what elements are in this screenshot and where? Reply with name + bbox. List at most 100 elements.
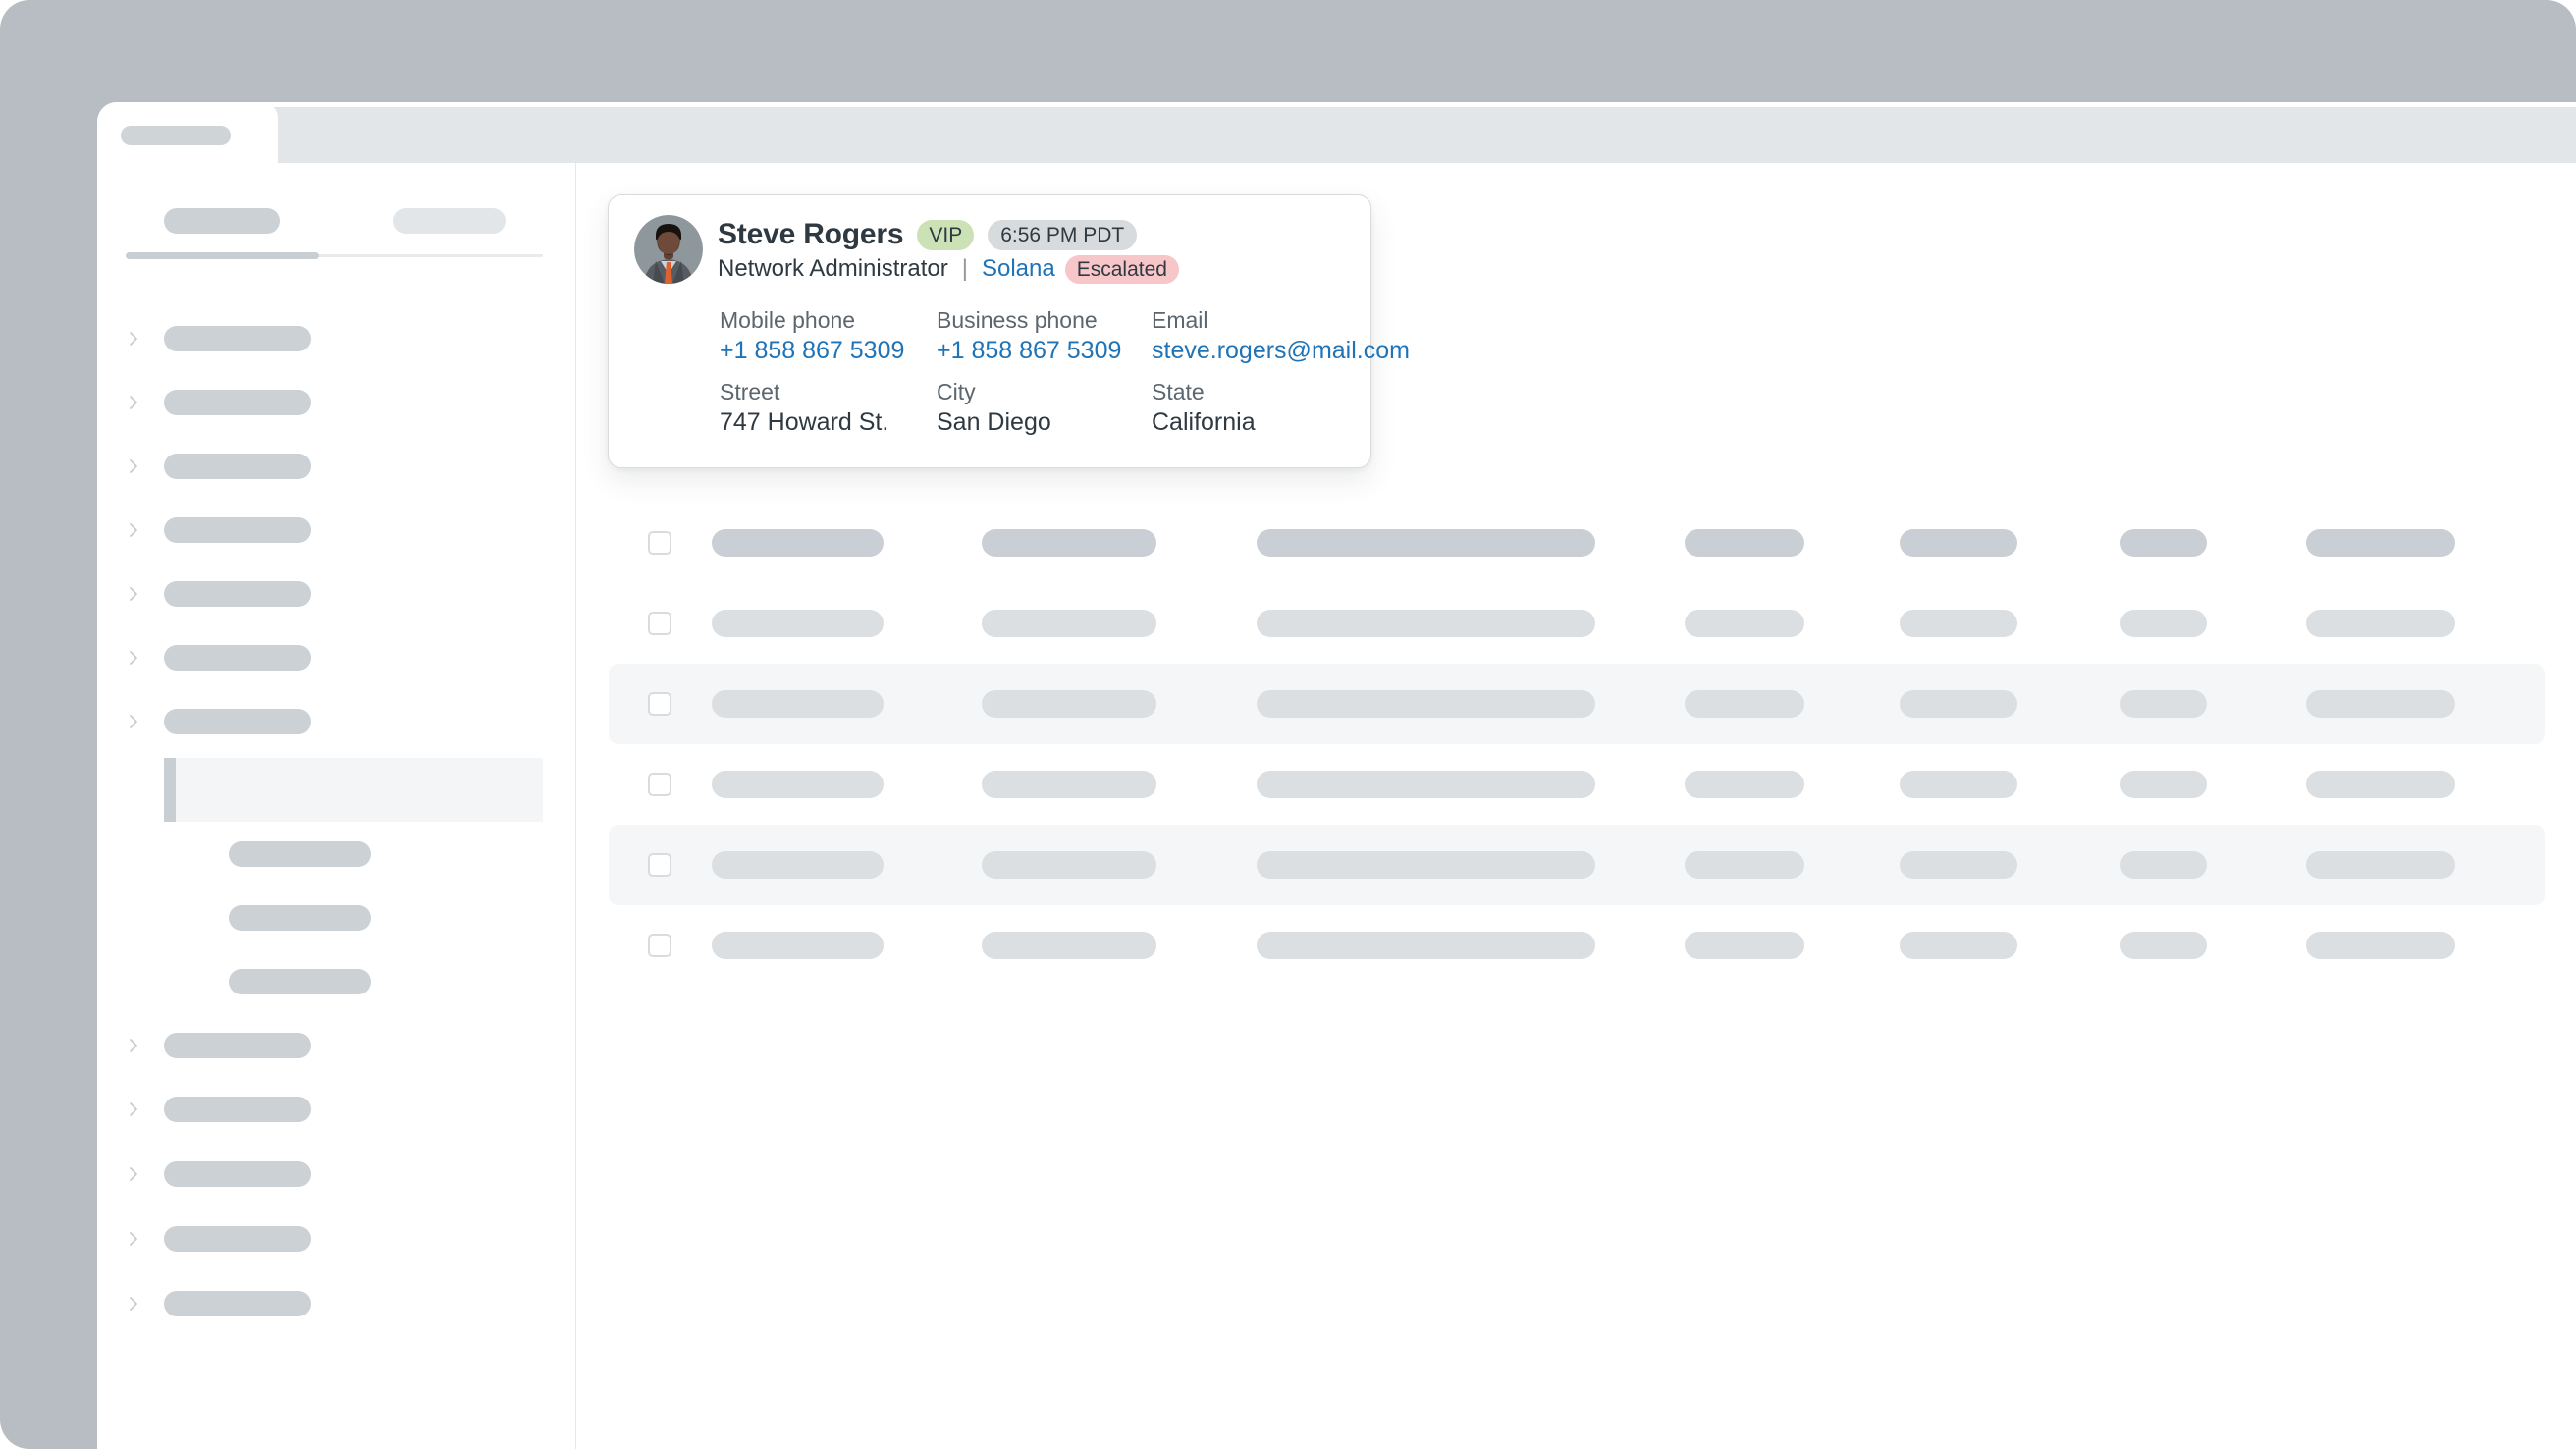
cell-placeholder [2306, 529, 2455, 557]
cell-placeholder [712, 771, 884, 798]
cell-placeholder [712, 851, 884, 879]
sidebar-item-selected[interactable] [164, 758, 543, 822]
sidebar-item-placeholder [164, 326, 311, 351]
cell-placeholder [712, 529, 884, 557]
field-email: Email steve.rogers@mail.com [1152, 306, 1410, 365]
sidebar-subitem[interactable] [229, 841, 371, 867]
sidebar [97, 163, 576, 1449]
job-title: Network Administrator [718, 255, 948, 282]
sidebar-item[interactable] [97, 326, 575, 351]
sidebar-item-placeholder [164, 709, 311, 734]
contact-header: Steve Rogers VIP 6:56 PM PDT [718, 217, 1138, 252]
organization-link[interactable]: Solana [981, 255, 1055, 282]
chevron-right-icon [126, 714, 141, 729]
cell-placeholder [1685, 690, 1804, 718]
contact-name: Steve Rogers [718, 218, 904, 250]
vip-badge: VIP [917, 219, 975, 250]
sidebar-subitem[interactable] [229, 969, 371, 994]
sidebar-item[interactable] [97, 1161, 575, 1187]
sidebar-tab-active-placeholder[interactable] [164, 208, 280, 234]
main-content: Steve Rogers VIP 6:56 PM PDT Network Adm… [577, 163, 2576, 1449]
cell-placeholder [982, 690, 1156, 718]
sidebar-item-placeholder [164, 1097, 311, 1122]
field-city: City San Diego [937, 378, 1051, 437]
row-checkbox[interactable] [648, 773, 671, 796]
sidebar-item[interactable] [97, 1033, 575, 1058]
phone-link[interactable]: +1 858 867 5309 [720, 337, 905, 364]
sidebar-item-placeholder [164, 1291, 311, 1316]
chevron-right-icon [126, 1231, 141, 1247]
tab-bar [97, 107, 2576, 163]
cell-placeholder [982, 932, 1156, 959]
field-value: California [1152, 408, 1256, 436]
cell-placeholder [1257, 529, 1595, 557]
field-label: Mobile phone [720, 307, 856, 333]
chevron-right-icon [126, 395, 141, 410]
sidebar-subitem[interactable] [229, 905, 371, 931]
divider: | [961, 255, 968, 282]
cell-placeholder [1900, 610, 2017, 637]
field-value: 747 Howard St. [720, 408, 889, 436]
field-street: Street 747 Howard St. [720, 378, 888, 437]
cell-placeholder [1900, 771, 2017, 798]
email-link[interactable]: steve.rogers@mail.com [1152, 337, 1410, 364]
sidebar-item[interactable] [97, 454, 575, 479]
browser-tab[interactable] [97, 102, 278, 163]
field-value: San Diego [937, 408, 1051, 436]
cell-placeholder [1685, 851, 1804, 879]
sidebar-item[interactable] [97, 1226, 575, 1252]
cell-placeholder [1257, 610, 1595, 637]
cell-placeholder [2306, 690, 2455, 718]
sidebar-item[interactable] [97, 1291, 575, 1316]
row-checkbox[interactable] [648, 934, 671, 957]
chevron-right-icon [126, 331, 141, 347]
contact-card: Steve Rogers VIP 6:56 PM PDT Network Adm… [608, 194, 1410, 468]
cell-placeholder [982, 529, 1156, 557]
row-checkbox[interactable] [648, 531, 671, 555]
browser-window: Steve Rogers VIP 6:56 PM PDT Network Adm… [97, 102, 2576, 1449]
cell-placeholder [1257, 851, 1595, 879]
sidebar-item[interactable] [97, 581, 575, 607]
row-checkbox[interactable] [648, 612, 671, 635]
chevron-right-icon [126, 1296, 141, 1312]
cell-placeholder [1900, 690, 2017, 718]
avatar [634, 215, 703, 284]
cell-placeholder [1900, 851, 2017, 879]
field-label: Street [720, 379, 780, 404]
cell-placeholder [712, 610, 884, 637]
cell-placeholder [1685, 932, 1804, 959]
selection-indicator [164, 758, 176, 822]
sidebar-item[interactable] [97, 709, 575, 734]
sidebar-item[interactable] [97, 645, 575, 671]
sidebar-item[interactable] [97, 1097, 575, 1122]
sidebar-item[interactable] [97, 517, 575, 543]
sidebar-item-placeholder [164, 390, 311, 415]
phone-link[interactable]: +1 858 867 5309 [937, 337, 1122, 364]
sidebar-active-tab-indicator [126, 252, 319, 259]
window-content: Steve Rogers VIP 6:56 PM PDT Network Adm… [97, 163, 2576, 1449]
sidebar-item-placeholder [164, 645, 311, 671]
row-checkbox[interactable] [648, 853, 671, 877]
cell-placeholder [712, 690, 884, 718]
cell-placeholder [1900, 932, 2017, 959]
field-label: Email [1152, 307, 1208, 333]
cell-placeholder [1900, 529, 2017, 557]
cell-placeholder [2120, 610, 2207, 637]
escalation-badge: Escalated [1064, 254, 1179, 284]
cell-placeholder [1257, 771, 1595, 798]
cell-placeholder [2120, 851, 2207, 879]
sidebar-item-placeholder [164, 581, 311, 607]
cell-placeholder [2306, 851, 2455, 879]
sidebar-item[interactable] [97, 390, 575, 415]
sidebar-item-placeholder [164, 454, 311, 479]
sidebar-item-placeholder [164, 1033, 311, 1058]
cell-placeholder [2120, 771, 2207, 798]
sidebar-item-placeholder [164, 517, 311, 543]
chevron-right-icon [126, 1101, 141, 1117]
cell-placeholder [2306, 610, 2455, 637]
sidebar-tab-inactive-placeholder[interactable] [393, 208, 506, 234]
tab-title-placeholder [121, 126, 231, 145]
row-checkbox[interactable] [648, 692, 671, 716]
cell-placeholder [2120, 932, 2207, 959]
